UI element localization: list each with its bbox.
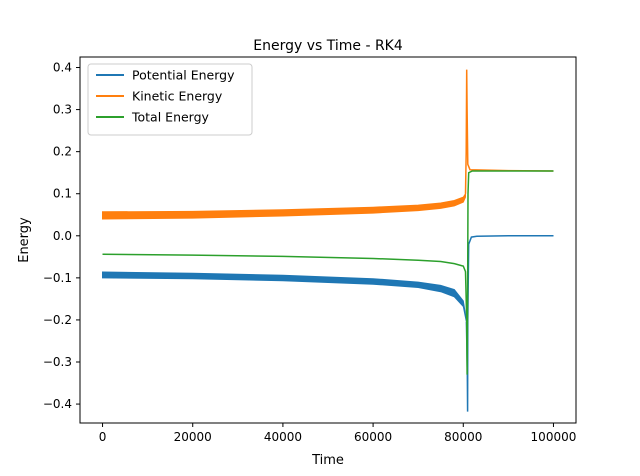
kinetic-energy-legend-label: Kinetic Energy	[132, 89, 223, 104]
x-tick-label: 20000	[174, 430, 212, 444]
x-tick-label: 60000	[354, 430, 392, 444]
x-tick-label: 0	[99, 430, 107, 444]
x-axis-label: Time	[311, 453, 344, 468]
potential-energy-band	[102, 271, 467, 323]
x-tick-label: 80000	[444, 430, 482, 444]
kinetic-energy-spike-line	[464, 69, 554, 194]
plot-frame	[79, 56, 577, 424]
y-tick-label: 0.1	[53, 187, 72, 201]
x-tick-label: 100000	[531, 430, 577, 444]
y-tick-label: 0.3	[53, 103, 72, 117]
total-energy-line	[102, 170, 554, 375]
potential-energy-legend-label: Potential Energy	[132, 68, 235, 83]
plot-area	[102, 69, 554, 412]
x-tick-label: 40000	[264, 430, 302, 444]
y-tick-label: −0.3	[43, 355, 72, 369]
y-tick-label: −0.4	[43, 397, 72, 411]
legend-box	[87, 63, 253, 136]
kinetic-energy-band	[102, 192, 466, 220]
y-tick-label: −0.2	[43, 313, 72, 327]
y-tick-label: 0.2	[53, 145, 72, 159]
y-axis-label: Energy	[17, 217, 32, 263]
y-tick-label: −0.1	[43, 271, 72, 285]
total-energy-legend-label: Total Energy	[131, 110, 210, 125]
chart-title: Energy vs Time - RK4	[253, 38, 403, 54]
axis-ticks: 0 20000 40000 60000 80000 100000 −0.4 −0.3 −0.2 −…	[43, 61, 577, 444]
legend: Potential Energy Kinetic Energy Total Ener…	[87, 63, 253, 136]
y-tick-label: 0.0	[53, 229, 72, 243]
potential-energy-spike-line	[465, 235, 554, 412]
y-tick-label: 0.4	[53, 61, 72, 75]
